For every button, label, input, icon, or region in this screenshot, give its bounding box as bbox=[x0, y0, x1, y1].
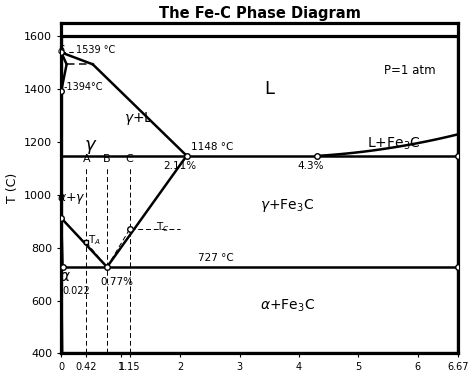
Text: $\gamma$+Fe$_3$C: $\gamma$+Fe$_3$C bbox=[260, 197, 314, 214]
Text: 1148 °C: 1148 °C bbox=[191, 142, 233, 152]
Text: T$_A$: T$_A$ bbox=[88, 234, 101, 247]
Text: 0.77%: 0.77% bbox=[100, 277, 133, 287]
Text: L+Fe$_3$C: L+Fe$_3$C bbox=[367, 135, 421, 152]
Text: $\delta$: $\delta$ bbox=[56, 44, 65, 57]
Text: A: A bbox=[82, 154, 90, 164]
Text: C: C bbox=[126, 154, 134, 164]
Text: 4.3%: 4.3% bbox=[298, 161, 324, 171]
Text: 727 °C: 727 °C bbox=[198, 253, 234, 262]
Text: $\gamma$: $\gamma$ bbox=[84, 138, 98, 156]
Text: $\gamma$+L: $\gamma$+L bbox=[124, 110, 153, 127]
Text: $\alpha$+$\gamma$: $\alpha$+$\gamma$ bbox=[57, 191, 86, 206]
Text: L: L bbox=[264, 80, 274, 98]
Text: P=1 atm: P=1 atm bbox=[384, 64, 436, 77]
Text: B: B bbox=[103, 154, 111, 164]
Text: 1539 °C: 1539 °C bbox=[75, 45, 115, 55]
Text: 0.022: 0.022 bbox=[63, 286, 90, 296]
Text: T$_C$: T$_C$ bbox=[156, 220, 170, 234]
Text: $\alpha$: $\alpha$ bbox=[59, 269, 71, 284]
Text: $\alpha$+Fe$_3$C: $\alpha$+Fe$_3$C bbox=[260, 297, 315, 314]
Title: The Fe-C Phase Diagram: The Fe-C Phase Diagram bbox=[158, 6, 360, 20]
Text: -1394°C: -1394°C bbox=[63, 82, 102, 92]
Y-axis label: T (C): T (C) bbox=[6, 173, 18, 203]
Text: 2.11%: 2.11% bbox=[164, 161, 197, 171]
